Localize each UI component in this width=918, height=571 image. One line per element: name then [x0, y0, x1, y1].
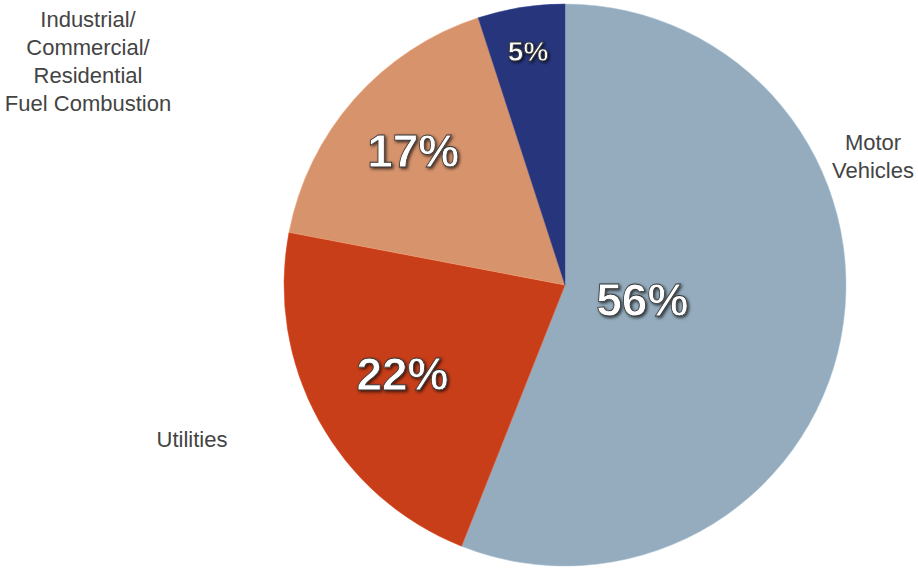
category-label: Motor Vehicles	[832, 130, 914, 183]
data-label: 56%	[596, 274, 688, 326]
data-label: 22%	[356, 348, 448, 400]
pie	[284, 4, 846, 566]
pie-slice	[478, 4, 565, 285]
data-label: 17%	[367, 125, 459, 177]
category-label: Utilities	[157, 427, 228, 452]
category-label-line: Vehicles	[832, 158, 914, 183]
category-label-line: Residential	[34, 63, 143, 88]
category-label-line: Fuel Combustion	[5, 91, 171, 116]
category-label-line: Motor	[845, 130, 901, 155]
data-label: 5%	[508, 36, 549, 67]
category-label-line: Industrial/	[40, 7, 136, 32]
plot-area	[284, 4, 846, 566]
category-label-line: Commercial/	[26, 35, 150, 60]
chart-root: 56% 22% 17% 5% Motor Vehicles Utilities Industr…	[0, 0, 918, 571]
category-label: Industrial/Commercial/Residential Fuel Co…	[5, 7, 171, 116]
labels: 56% 22% 17% 5% Motor Vehicles Utilities Industr…	[5, 7, 914, 452]
category-label-line: Utilities	[157, 427, 228, 452]
pie-slice	[284, 232, 565, 546]
